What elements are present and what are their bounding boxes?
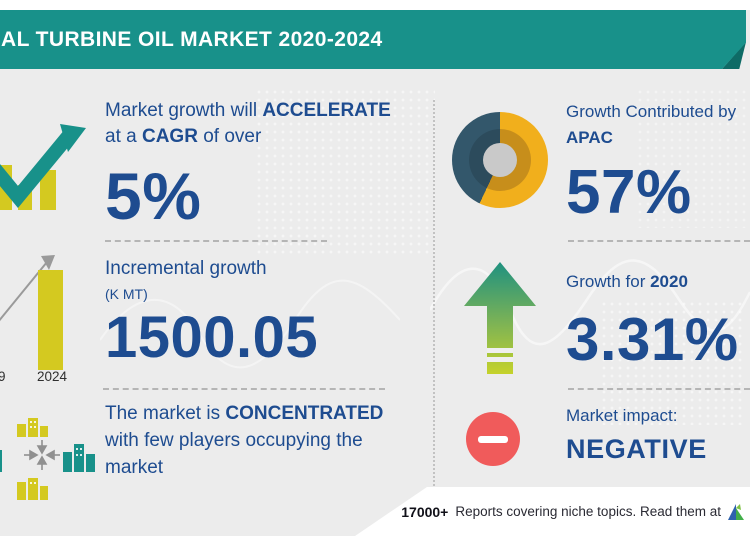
divider — [103, 388, 385, 390]
minus-glyph — [478, 435, 508, 443]
bg-dots-decoration — [255, 88, 435, 258]
concentration-text-c: with few players occupying the market — [105, 430, 363, 478]
growth-2020-label: Growth for 2020 — [566, 270, 750, 293]
growth-2020-text: Growth for — [566, 272, 651, 291]
cagr-value: 5% — [105, 159, 202, 233]
concentration-block: The market is CONCENTRATED with few play… — [105, 400, 417, 481]
divider — [568, 388, 750, 390]
apac-region-text: APAC — [566, 128, 613, 147]
growth-arrow-bars-icon — [0, 124, 86, 210]
cagr-label-line2: at a CAGR of over — [105, 124, 420, 150]
divider — [568, 240, 750, 242]
year-label-start: 9 — [0, 369, 6, 384]
incremental-growth-value: 1500.05 — [105, 305, 319, 370]
concentration-keyword: CONCENTRATED — [225, 403, 384, 424]
cagr-accelerate-text: ACCELERATE — [262, 100, 391, 121]
forecast-bar-chart-icon — [0, 255, 63, 370]
apac-value: 57% — [566, 158, 692, 227]
incremental-growth-label: Incremental growth — [105, 258, 267, 279]
market-concentration-icon — [0, 418, 95, 500]
negative-impact-icon — [466, 412, 520, 466]
title-bar: AL TURBINE OIL MARKET 2020-2024 — [0, 10, 746, 69]
bg-line-decoration — [430, 259, 750, 346]
bg-dots-decoration — [636, 88, 748, 228]
column-divider — [433, 100, 435, 506]
cagr-text: at a — [105, 126, 142, 147]
footer-text: Reports covering niche topics. Read them… — [455, 504, 721, 519]
incremental-growth-block: Incremental growth (K MT) 1500.05 — [105, 256, 420, 367]
growth-2020-year: 2020 — [650, 272, 688, 291]
growth-2020-value: 3.31% — [566, 306, 739, 373]
cagr-stat-block: Market growth will ACCELERATE at a CAGR … — [105, 98, 420, 229]
donut-center — [483, 143, 517, 177]
apac-label-line1: Growth Contributed by — [566, 102, 737, 121]
divider — [105, 240, 327, 242]
apac-stat-block: Growth Contributed by APAC 57% — [566, 100, 750, 224]
market-impact-block: Market impact: NEGATIVE — [566, 404, 750, 463]
growth-2020-block: Growth for 2020 3.31% — [566, 270, 750, 370]
apac-label-line2: APAC — [566, 126, 750, 149]
bg-dots-decoration — [600, 300, 745, 425]
up-arrow-icon — [464, 262, 536, 374]
market-impact-label: Market impact: — [566, 406, 678, 425]
cagr-text: of over — [197, 126, 262, 147]
donut-inner-ring — [469, 129, 531, 191]
brand-logo-icon[interactable] — [728, 503, 744, 520]
cagr-abbrev-text: CAGR — [141, 126, 198, 147]
concentration-text-a: The market is — [105, 403, 226, 424]
market-impact-value: NEGATIVE — [566, 434, 707, 464]
cagr-text: Market growth will — [105, 100, 263, 121]
footer-bar: 17000+ Reports covering niche topics. Re… — [355, 487, 750, 536]
bg-line-decoration — [100, 279, 400, 369]
page-title: AL TURBINE OIL MARKET 2020-2024 — [1, 27, 383, 51]
incremental-growth-unit: (K MT) — [105, 286, 148, 302]
footer-report-count: 17000+ — [401, 503, 449, 520]
year-label-end: 2024 — [36, 369, 68, 384]
cagr-label-line1: Market growth will ACCELERATE — [105, 98, 420, 124]
concentration-text: The market is CONCENTRATED with few play… — [105, 400, 417, 481]
donut-chart-icon — [452, 112, 548, 208]
